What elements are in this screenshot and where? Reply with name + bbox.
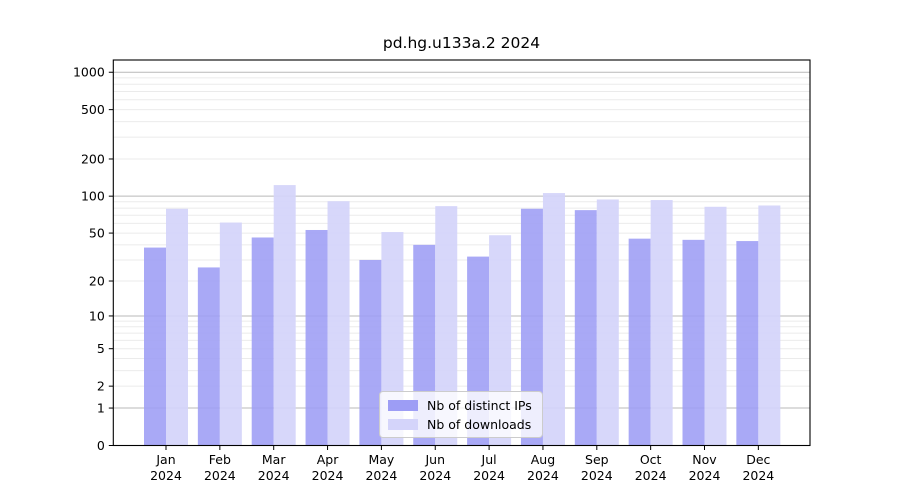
- y-tick-label: 1000: [73, 65, 105, 80]
- x-tick-label-year: 2024: [635, 468, 667, 483]
- x-tick-label-year: 2024: [473, 468, 505, 483]
- bar-distinct-ips-jan: [144, 247, 166, 446]
- y-tick-label: 50: [89, 225, 105, 240]
- x-tick-label-month: Jun: [424, 452, 445, 467]
- x-tick-label-month: Feb: [209, 452, 231, 467]
- legend-swatch-distinct-ips: [388, 399, 418, 411]
- y-tick-label: 20: [89, 273, 105, 288]
- x-tick-label-year: 2024: [419, 468, 451, 483]
- x-tick-label-year: 2024: [581, 468, 613, 483]
- bar-distinct-ips-sep: [574, 210, 597, 446]
- legend-label-distinct-ips: Nb of distinct IPs: [427, 397, 532, 413]
- bar-downloads-jun: [435, 206, 458, 446]
- bar-downloads-sep: [596, 199, 619, 446]
- y-tick-label: 1: [97, 400, 105, 415]
- x-tick-label-month: Sep: [585, 452, 609, 467]
- bar-downloads-dec: [758, 205, 781, 446]
- bar-downloads-mar: [273, 185, 296, 446]
- y-tick-label: 500: [81, 102, 105, 117]
- bar-downloads-oct: [650, 200, 673, 446]
- x-tick-label-year: 2024: [527, 468, 559, 483]
- chart-legend: Nb of distinct IPs Nb of downloads: [379, 391, 543, 438]
- bar-distinct-ips-aug: [520, 208, 543, 446]
- y-tick-label: 10: [89, 308, 105, 323]
- x-tick-label-month: Jan: [155, 452, 175, 467]
- legend-item-downloads: Nb of downloads: [388, 416, 542, 432]
- bar-downloads-apr: [327, 201, 350, 446]
- bar-distinct-ips-may: [359, 259, 382, 446]
- legend-label-downloads: Nb of downloads: [427, 416, 532, 432]
- y-tick-label: 5: [97, 341, 105, 356]
- y-tick-label: 200: [81, 151, 105, 166]
- bar-distinct-ips-feb: [197, 267, 220, 446]
- chart-title: pd.hg.u133a.2 2024: [382, 34, 541, 52]
- x-tick-label-year: 2024: [150, 468, 182, 483]
- x-tick-label-month: Aug: [531, 452, 555, 467]
- x-tick-label-month: Dec: [746, 452, 770, 467]
- x-tick-label-year: 2024: [365, 468, 397, 483]
- bar-downloads-jan: [166, 208, 188, 446]
- bar-downloads-feb: [219, 222, 242, 446]
- plot-frame: [112, 59, 811, 447]
- x-tick-label-month: Mar: [262, 452, 286, 467]
- x-tick-label-year: 2024: [258, 468, 290, 483]
- x-tick-label-month: Oct: [640, 452, 662, 467]
- y-tick-label: 100: [81, 188, 105, 203]
- x-tick-label-month: May: [368, 452, 394, 467]
- bar-distinct-ips-mar: [251, 237, 274, 446]
- x-tick-label-year: 2024: [204, 468, 236, 483]
- x-tick-label-year: 2024: [312, 468, 344, 483]
- bar-downloads-nov: [704, 206, 727, 446]
- bar-distinct-ips-nov: [682, 239, 705, 446]
- legend-swatch-downloads: [388, 418, 418, 430]
- y-tick-label: 2: [97, 378, 105, 393]
- bar-distinct-ips-oct: [628, 238, 651, 446]
- legend-item-distinct-ips: Nb of distinct IPs: [388, 397, 542, 413]
- x-tick-label-month: Jul: [481, 452, 497, 467]
- x-tick-label-month: Apr: [317, 452, 339, 467]
- x-tick-label-year: 2024: [689, 468, 721, 483]
- x-tick-label-month: Nov: [692, 452, 717, 467]
- bar-distinct-ips-dec: [736, 241, 759, 446]
- x-tick-label-year: 2024: [742, 468, 774, 483]
- bar-downloads-aug: [542, 193, 565, 446]
- bar-distinct-ips-apr: [305, 229, 328, 446]
- y-tick-label: 0: [97, 438, 105, 453]
